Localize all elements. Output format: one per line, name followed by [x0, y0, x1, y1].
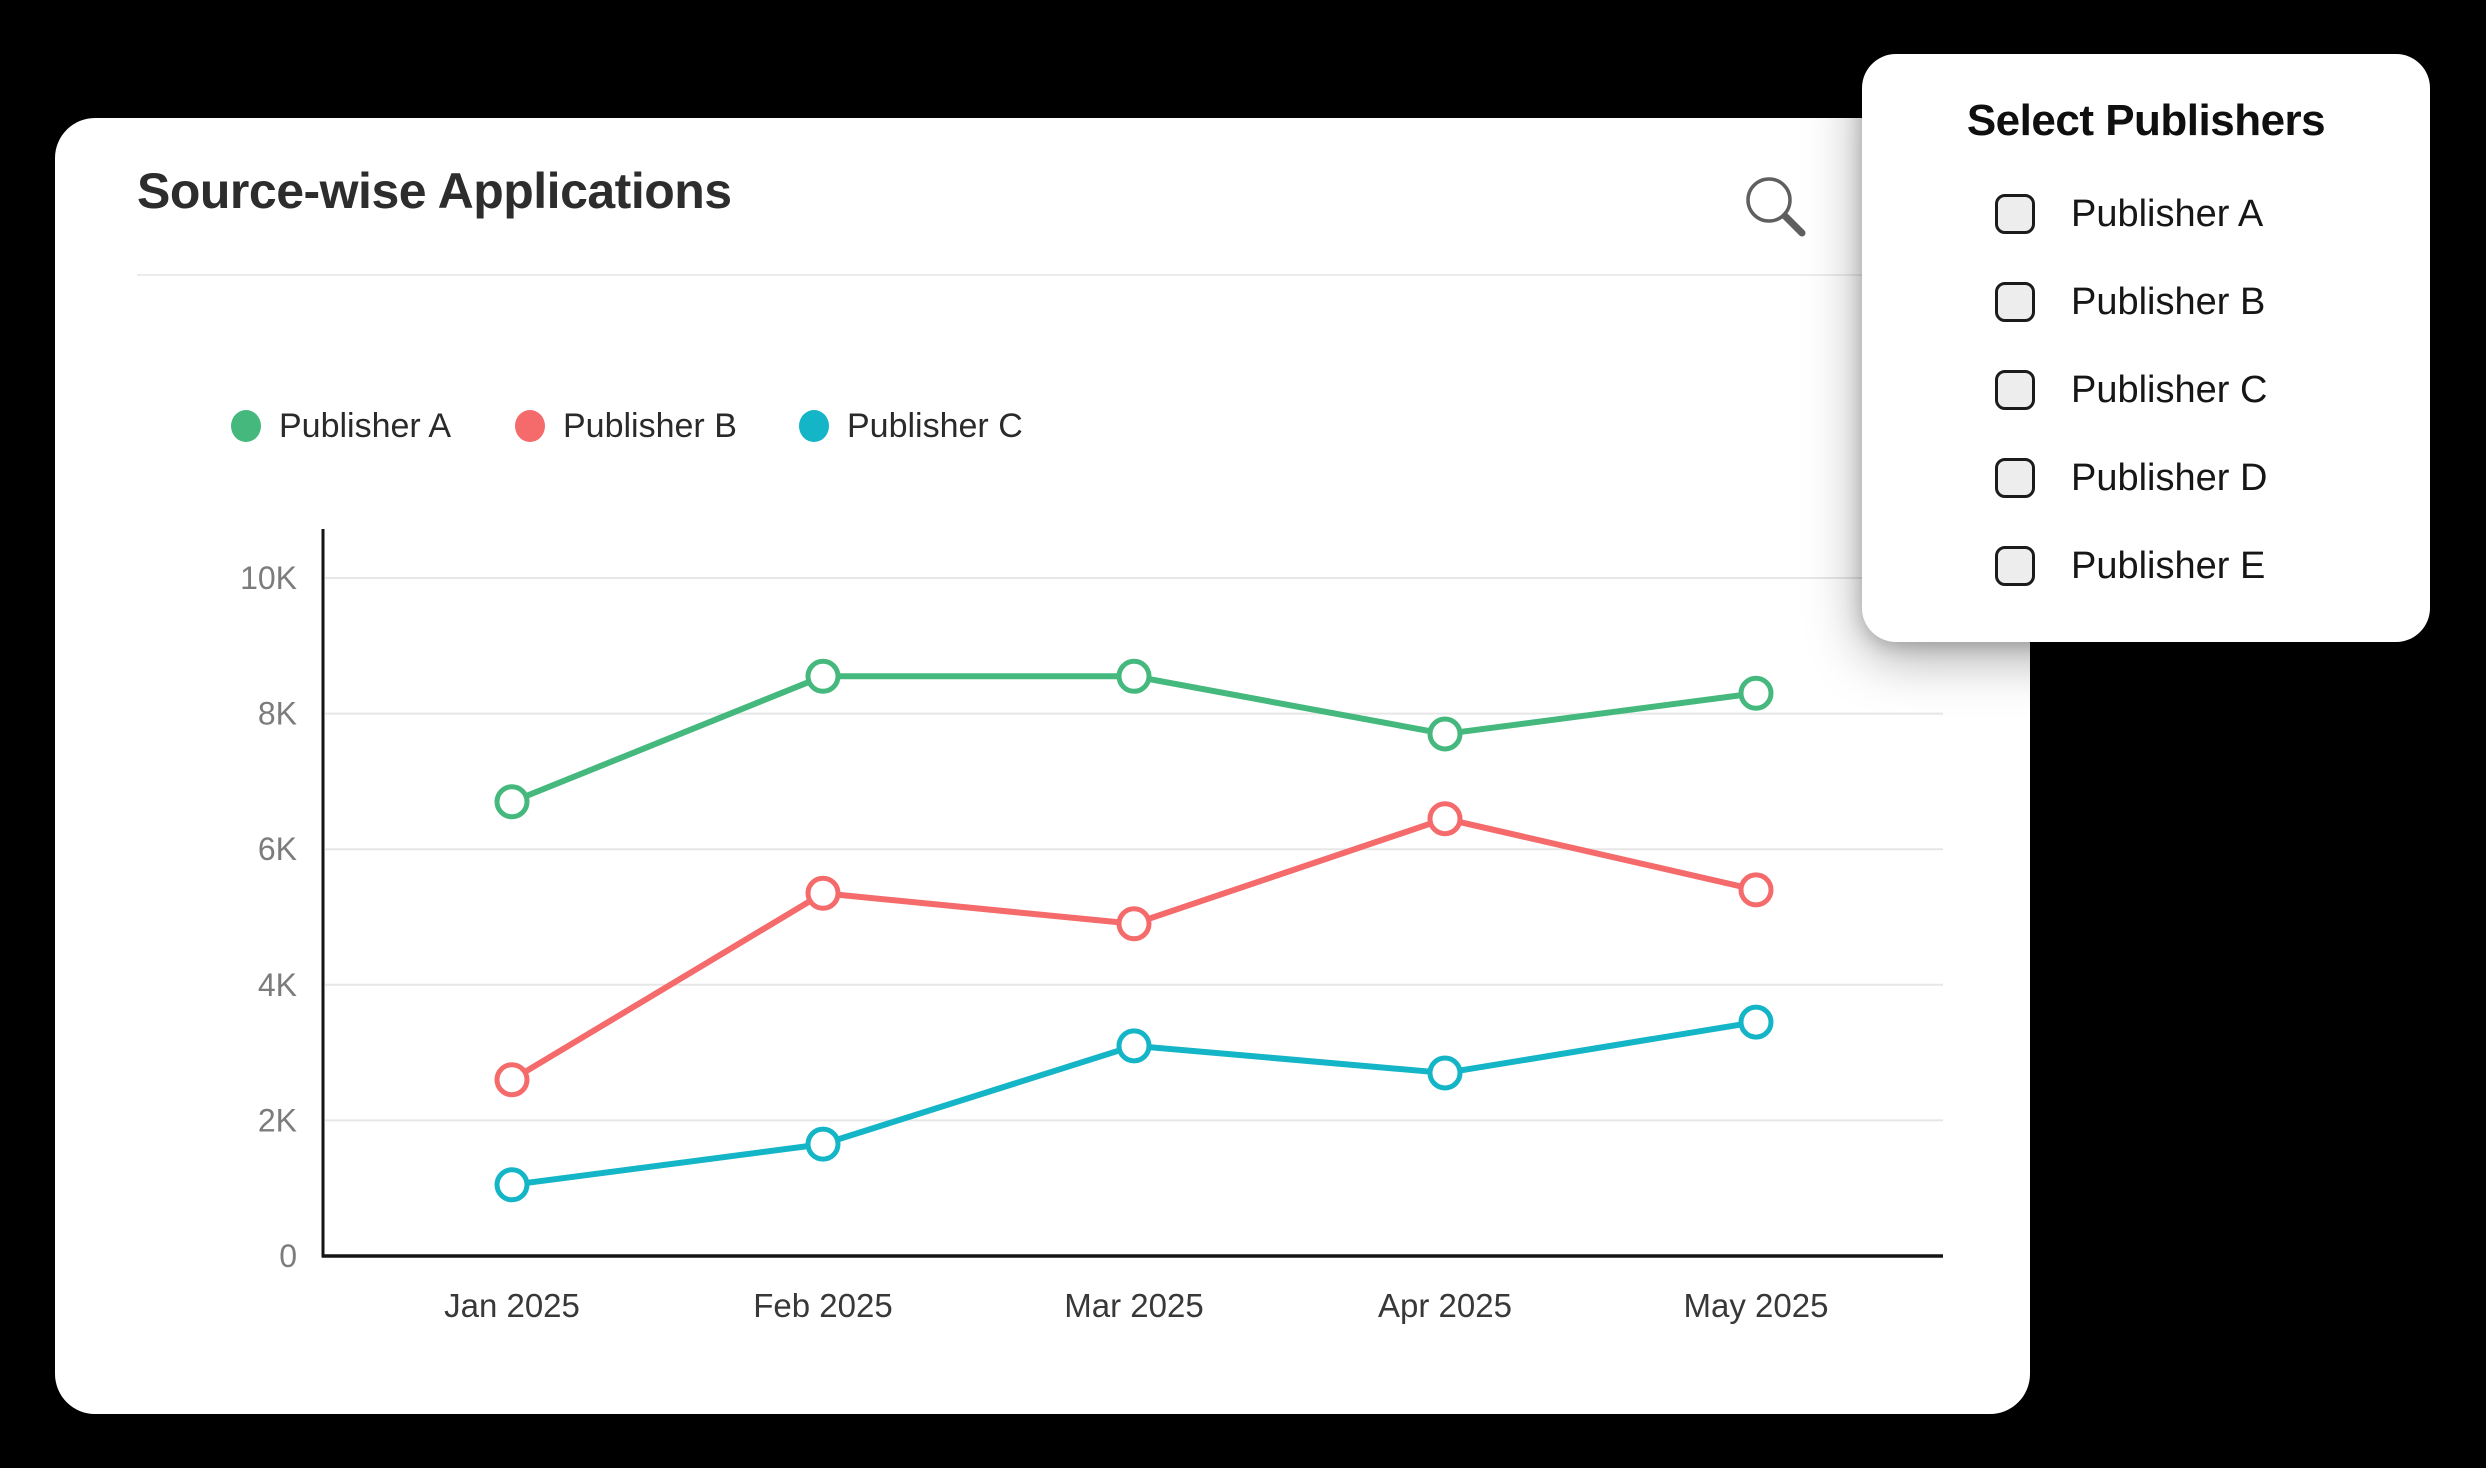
y-axis-tick-labels: 0 2K 4K 6K 8K 10K — [240, 560, 297, 1274]
publisher-option-publisher-e[interactable]: Publisher E — [1862, 522, 2430, 610]
data-point-publisher-b-1 — [805, 875, 841, 911]
series-publisher-a — [494, 658, 1774, 820]
legend-item-publisher-b[interactable]: Publisher B — [515, 404, 737, 448]
series-publisher-b — [494, 801, 1774, 1098]
x-tick-label: Apr 2025 — [1378, 1287, 1512, 1324]
publisher-option-publisher-d[interactable]: Publisher D — [1862, 434, 2430, 522]
legend-item-publisher-a[interactable]: Publisher A — [231, 404, 451, 448]
legend-label: Publisher C — [847, 406, 1023, 445]
data-point-publisher-b-2 — [1116, 906, 1152, 942]
checkbox-publisher-c[interactable] — [1995, 370, 2035, 410]
data-point-publisher-c-1 — [805, 1126, 841, 1162]
x-tick-label: May 2025 — [1684, 1287, 1829, 1324]
legend-dot — [799, 410, 829, 442]
page-title: Source-wise Applications — [137, 163, 732, 219]
publisher-option-publisher-b[interactable]: Publisher B — [1862, 258, 2430, 346]
x-tick-label: Feb 2025 — [753, 1287, 892, 1324]
legend-dot — [515, 410, 545, 442]
search-button[interactable] — [1731, 162, 1811, 242]
data-point-publisher-c-0 — [494, 1167, 530, 1203]
y-tick-label: 2K — [258, 1102, 297, 1138]
publisher-options-list: Publisher A Publisher B Publisher C Publish… — [1862, 170, 2430, 610]
legend-item-publisher-c[interactable]: Publisher C — [799, 404, 1023, 448]
data-point-publisher-a-0 — [494, 784, 530, 820]
checkbox-publisher-a[interactable] — [1995, 194, 2035, 234]
axes — [321, 529, 1943, 1258]
chart-card: Source-wise Applications Publisher A Publ… — [55, 118, 2030, 1414]
y-tick-label: 0 — [279, 1238, 297, 1274]
publisher-option-publisher-c[interactable]: Publisher C — [1862, 346, 2430, 434]
data-point-publisher-b-3 — [1427, 801, 1463, 837]
data-point-publisher-c-3 — [1427, 1055, 1463, 1091]
series-line-publisher-a — [509, 673, 1759, 805]
popup-title: Select Publishers — [1966, 96, 2326, 145]
y-tick-label: 4K — [258, 967, 297, 1003]
publisher-option-publisher-a[interactable]: Publisher A — [1862, 170, 2430, 258]
data-point-publisher-c-2 — [1116, 1028, 1152, 1064]
series-publisher-c — [494, 1004, 1774, 1203]
chart-legend: Publisher A Publisher B Publisher C — [55, 404, 2030, 448]
checkbox-label: Publisher A — [2071, 192, 2264, 235]
y-tick-label: 8K — [258, 696, 297, 732]
legend-label: Publisher A — [279, 406, 451, 445]
checkbox-label: Publisher B — [2071, 280, 2266, 323]
data-point-publisher-a-3 — [1427, 716, 1463, 752]
checkbox-publisher-e[interactable] — [1995, 546, 2035, 586]
data-point-publisher-a-4 — [1738, 675, 1774, 711]
y-tick-label: 10K — [240, 560, 297, 596]
data-point-publisher-a-1 — [805, 658, 841, 694]
x-tick-label: Mar 2025 — [1064, 1287, 1203, 1324]
x-axis-tick-labels: Jan 2025 Feb 2025 Mar 2025 Apr 2025 May 2025 — [444, 1287, 1828, 1324]
checkbox-label: Publisher E — [2071, 544, 2266, 587]
data-point-publisher-b-4 — [1738, 872, 1774, 908]
y-tick-label: 6K — [258, 831, 297, 867]
line-chart: 0 2K 4K 6K 8K 10K Jan 2025 Feb 2025 Mar 2025 Apr … — [240, 529, 1943, 1324]
x-tick-label: Jan 2025 — [444, 1287, 580, 1324]
data-point-publisher-b-0 — [494, 1062, 530, 1098]
legend-dot — [231, 410, 261, 442]
data-point-publisher-a-2 — [1116, 658, 1152, 694]
header-divider — [137, 274, 1987, 276]
data-point-publisher-c-4 — [1738, 1004, 1774, 1040]
gridlines — [325, 577, 1943, 1122]
checkbox-label: Publisher C — [2071, 368, 2268, 411]
checkbox-publisher-b[interactable] — [1995, 282, 2035, 322]
legend-label: Publisher B — [563, 406, 737, 445]
checkbox-publisher-d[interactable] — [1995, 458, 2035, 498]
search-icon — [1746, 177, 1806, 237]
checkbox-label: Publisher D — [2071, 456, 2268, 499]
select-publishers-popup: Select Publishers Publisher A Publisher B… — [1862, 54, 2430, 642]
